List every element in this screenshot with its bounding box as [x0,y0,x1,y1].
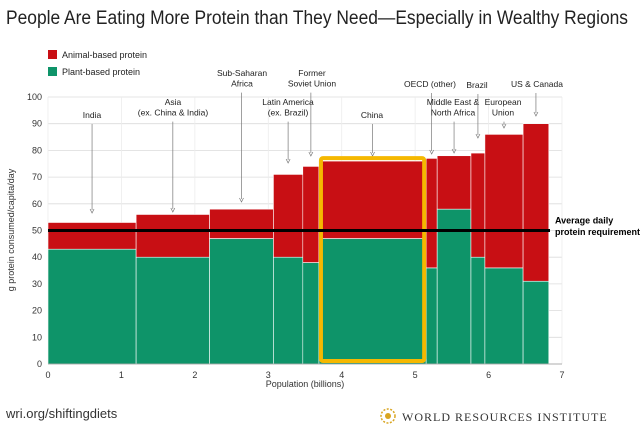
x-tick-label: 4 [339,370,344,380]
y-tick-label: 20 [32,306,42,316]
footer-org: WORLD RESOURCES INSTITUTE [402,410,608,424]
bar-segment [318,238,427,365]
bar-segment [302,166,320,263]
y-tick-label: 60 [32,199,42,209]
label-arrowhead [370,151,375,157]
chart-title: People Are Eating More Protein than They… [6,8,628,29]
label-arrowhead [501,123,507,129]
legend-label: Animal-based protein [62,50,147,60]
label-arrowhead [451,148,457,154]
x-tick-label: 1 [119,370,124,380]
category-label: Sub-Saharan Africa [217,68,267,89]
category-label: China [361,110,383,120]
category-label: US & Canada [511,79,563,89]
label-arrowhead [429,149,434,155]
bar-segment [484,134,524,269]
bar-segment [209,208,274,239]
bar-segment [522,280,550,365]
legend-label: Plant-based protein [62,67,140,77]
category-label: OECD (other) [404,79,456,89]
bar-segment [302,262,320,365]
label-arrowhead [285,158,291,164]
bar-segment [135,256,210,365]
bar-segment [318,160,427,239]
bar-segment [273,256,304,365]
reference-label: Average daily protein requirement [555,216,640,237]
category-label: Former Soviet Union [288,68,336,89]
bar-segment [47,222,137,250]
label-arrowhead [89,208,95,214]
x-tick-label: 2 [192,370,197,380]
highlight-box [318,156,427,363]
category-label: Asia (ex. China & India) [138,97,209,118]
bar-segment [470,256,486,365]
bar-segment [47,248,137,365]
bar-segment [425,267,438,365]
category-label: Middle East & North Africa [427,97,480,118]
bar-segment [273,174,304,258]
bar-segment [209,238,274,365]
bar-segment [484,267,524,365]
y-tick-label: 10 [32,332,42,342]
category-label: India [83,110,102,120]
x-tick-label: 5 [413,370,418,380]
legend-swatch [48,67,57,76]
label-arrowhead [170,207,176,213]
category-label: Brazil [466,80,487,90]
y-tick-label: 70 [32,172,42,182]
wri-logo [380,408,396,424]
x-tick-label: 7 [559,370,564,380]
footer-url: wri.org/shiftingdiets [5,406,118,421]
bar-segment [436,155,472,210]
y-tick-label: 50 [32,226,42,236]
label-arrowhead [308,151,314,157]
label-arrowhead [239,197,244,203]
x-tick-label: 0 [45,370,50,380]
x-tick-label: 3 [266,370,271,380]
y-tick-label: 80 [32,145,42,155]
y-axis-label: g protein consumed/capita/day [6,168,16,291]
y-tick-label: 90 [32,119,42,129]
label-arrowhead [475,133,481,139]
y-tick-label: 100 [27,92,42,102]
y-tick-label: 30 [32,279,42,289]
y-tick-label: 0 [37,359,42,369]
bar-segment [135,214,210,258]
bar-segment [425,158,438,269]
bar-segment [436,208,472,365]
y-tick-label: 40 [32,252,42,262]
bar-segment [522,123,550,282]
x-axis-label: Population (billions) [266,379,345,389]
label-arrowhead [533,111,539,117]
category-label: European Union [485,97,522,118]
x-tick-label: 6 [486,370,491,380]
legend-swatch [48,50,57,59]
category-label: Latin America (ex. Brazil) [262,97,314,118]
bar-segment [470,152,486,258]
